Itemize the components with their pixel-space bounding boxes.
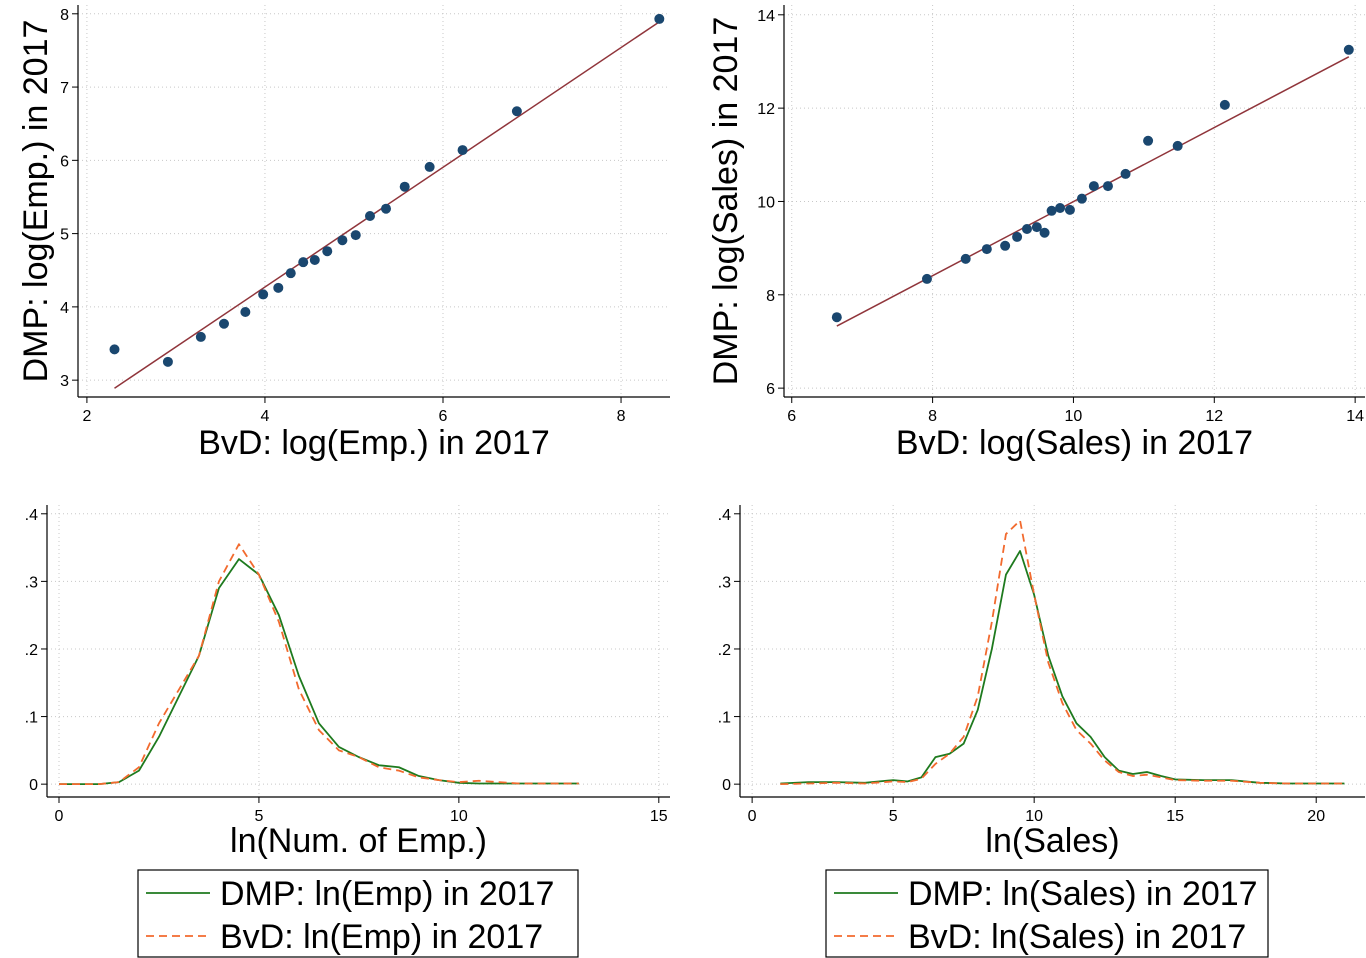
y-tick-label: .2 — [718, 642, 731, 659]
x-tick-label: 0 — [748, 808, 757, 825]
x-tick-label: 0 — [55, 808, 64, 825]
point — [195, 331, 206, 342]
point — [1012, 231, 1023, 242]
y-tick-label: 8 — [60, 7, 69, 24]
x-tick-label: 14 — [1346, 408, 1364, 425]
point — [1046, 205, 1057, 216]
x-tick-label: 10 — [1025, 808, 1043, 825]
y-tick-label: 5 — [60, 227, 69, 244]
point — [218, 318, 229, 329]
x-tick-label: 20 — [1307, 808, 1325, 825]
x-tick-label: 5 — [889, 808, 898, 825]
point — [381, 203, 392, 214]
y-tick-label: 8 — [766, 288, 775, 305]
point — [337, 235, 348, 246]
point — [1039, 227, 1050, 238]
point — [258, 289, 269, 300]
legend-box — [137, 869, 579, 958]
y-tick-label: 6 — [766, 381, 775, 398]
y-tick-label: 4 — [60, 300, 69, 317]
point — [1343, 44, 1354, 55]
y-tick-label: 3 — [60, 373, 69, 390]
point — [1021, 224, 1032, 234]
point — [1064, 204, 1075, 215]
point — [364, 211, 375, 222]
y-tick-label: .4 — [25, 507, 38, 524]
legend-label: BvD: ln(Emp) in 2017 — [220, 918, 543, 956]
x-tick-label: 2 — [82, 408, 91, 425]
point — [831, 312, 842, 323]
point — [981, 244, 992, 255]
point — [1000, 240, 1011, 251]
point — [1172, 140, 1183, 151]
y-tick-label: 14 — [757, 8, 775, 25]
y-tick-label: .3 — [25, 574, 38, 591]
point — [1031, 222, 1042, 233]
x-tick-label: 5 — [254, 808, 263, 825]
point — [654, 13, 665, 24]
y-tick-label: 12 — [757, 101, 775, 118]
y-axis-title: DMP: log(Sales) in 2017 — [707, 17, 745, 386]
x-tick-label: 15 — [1166, 808, 1184, 825]
point — [309, 254, 320, 265]
point — [1219, 99, 1230, 110]
point — [240, 307, 251, 318]
density-line — [780, 550, 1345, 785]
y-tick-label: 10 — [757, 194, 775, 211]
x-tick-label: 6 — [439, 408, 448, 425]
point — [322, 246, 333, 257]
point — [1102, 181, 1113, 192]
x-axis-title: BvD: log(Emp.) in 2017 — [198, 424, 550, 462]
point — [1088, 181, 1099, 192]
y-tick-label: 6 — [60, 153, 69, 170]
x-tick-label: 10 — [450, 808, 468, 825]
point — [1076, 193, 1087, 204]
y-axis-title: DMP: log(Emp.) in 2017 — [17, 20, 55, 383]
point — [960, 253, 971, 264]
y-tick-label: .1 — [25, 710, 38, 727]
density-line — [780, 519, 1345, 786]
point — [1055, 203, 1066, 213]
density-line — [58, 558, 579, 786]
point — [162, 356, 173, 367]
y-tick-label: 0 — [722, 777, 731, 794]
point — [511, 106, 522, 117]
x-tick-label: 10 — [1065, 408, 1083, 425]
point — [457, 145, 468, 156]
x-tick-label: 4 — [260, 408, 269, 425]
x-axis-title: BvD: log(Sales) in 2017 — [896, 424, 1253, 462]
point — [399, 181, 410, 192]
point — [273, 282, 284, 293]
point — [1120, 168, 1131, 179]
density-line — [58, 543, 579, 786]
x-tick-label: 8 — [617, 408, 626, 425]
y-tick-label: 0 — [29, 777, 38, 794]
fit-line — [836, 56, 1350, 327]
point — [109, 344, 120, 355]
legend-box — [825, 869, 1269, 958]
x-tick-label: 12 — [1205, 408, 1223, 425]
x-tick-label: 8 — [928, 408, 937, 425]
x-tick-label: 6 — [787, 408, 796, 425]
x-tick-label: 15 — [650, 808, 668, 825]
x-axis-title: ln(Num. of Emp.) — [230, 822, 487, 860]
legend-label: DMP: ln(Emp) in 2017 — [220, 875, 554, 913]
point — [1143, 135, 1154, 146]
point — [285, 268, 296, 279]
point — [921, 273, 932, 284]
y-tick-label: .3 — [718, 574, 731, 591]
x-axis-title: ln(Sales) — [985, 822, 1119, 860]
point — [424, 161, 435, 172]
point — [350, 230, 361, 241]
y-tick-label: .1 — [718, 710, 731, 727]
y-tick-label: 7 — [60, 80, 69, 97]
y-tick-label: .2 — [25, 642, 38, 659]
legend-label: BvD: ln(Sales) in 2017 — [908, 918, 1246, 956]
y-tick-label: .4 — [718, 507, 731, 524]
legend-label: DMP: ln(Sales) in 2017 — [908, 875, 1258, 913]
point — [298, 257, 309, 268]
